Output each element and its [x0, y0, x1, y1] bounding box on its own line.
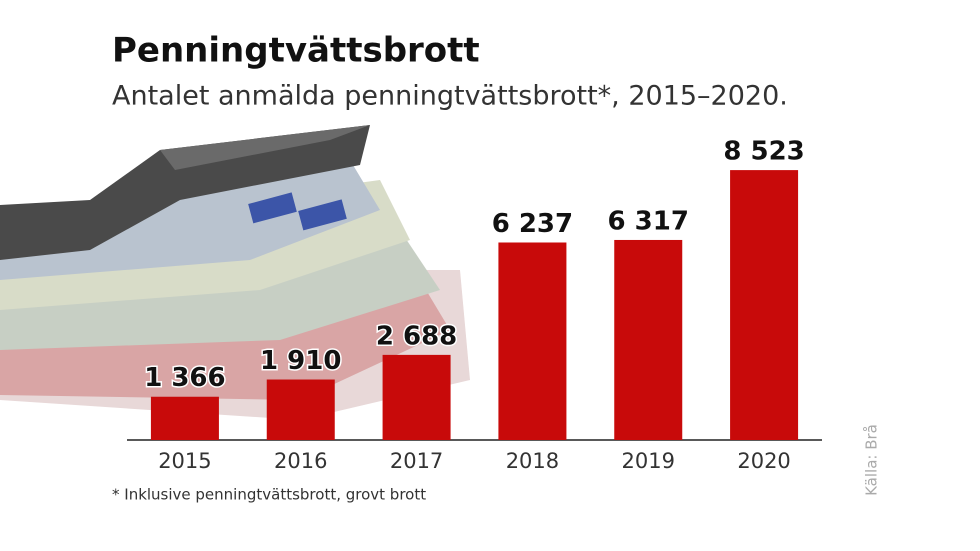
footnote: * Inklusive penningtvättsbrott, grovt br… [112, 486, 426, 504]
value-label: 2 688 [376, 321, 457, 351]
x-tick-label: 2019 [622, 449, 675, 473]
chart-subtitle: Antalet anmälda penningtvättsbrott*, 201… [112, 81, 788, 112]
wallet-illustration [0, 125, 470, 420]
x-tick-label: 2020 [737, 449, 790, 473]
x-tick-label: 2016 [274, 449, 327, 473]
value-label: 1 910 [260, 346, 341, 376]
x-tick-label: 2015 [158, 449, 211, 473]
bar [266, 379, 335, 440]
x-tick-label: 2018 [506, 449, 559, 473]
x-tick-label: 2017 [390, 449, 443, 473]
bar [614, 239, 683, 440]
chart-title: Penningtvättsbrott [112, 31, 480, 71]
bar [730, 170, 799, 441]
bar [382, 354, 451, 440]
bar [498, 242, 567, 440]
value-label: 6 237 [492, 209, 573, 239]
source: Källa: Brå [863, 424, 881, 496]
value-label: 8 523 [723, 137, 804, 167]
bar [150, 396, 219, 440]
value-label: 6 317 [608, 206, 689, 236]
value-label: 1 366 [144, 363, 225, 393]
